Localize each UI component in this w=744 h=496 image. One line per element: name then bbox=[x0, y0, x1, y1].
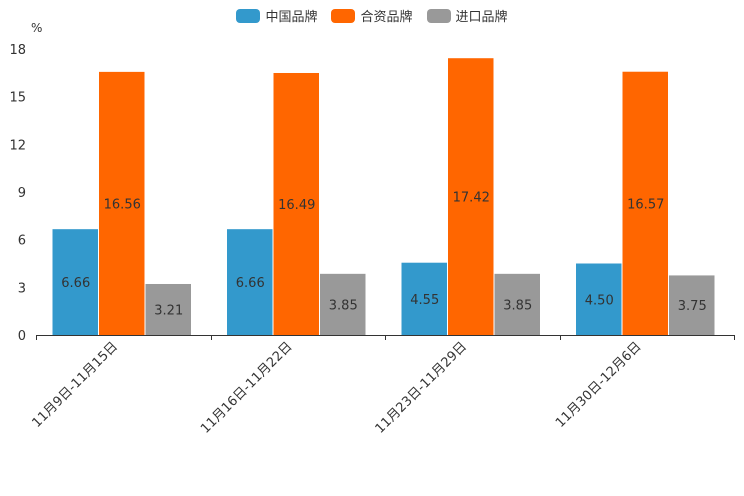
legend-item-import-brand[interactable]: 进口品牌 bbox=[426, 6, 508, 25]
legend-label-import-brand: 进口品牌 bbox=[455, 10, 508, 25]
y-tick-label: 6 bbox=[18, 234, 26, 249]
bar-value-label: 3.75 bbox=[678, 299, 707, 314]
legend: 中国品牌 合资品牌 进口品牌 bbox=[0, 6, 744, 25]
bar-value-label: 16.49 bbox=[278, 198, 315, 213]
y-tick-label: 0 bbox=[18, 329, 26, 344]
y-tick-label: 3 bbox=[18, 281, 26, 296]
x-tick-label: 11月23日-11月29日 bbox=[373, 339, 470, 436]
y-tick-label: 18 bbox=[9, 43, 26, 58]
bar bbox=[622, 71, 668, 336]
bar-value-label: 17.42 bbox=[453, 191, 490, 206]
bar bbox=[227, 229, 273, 335]
bar bbox=[52, 229, 98, 335]
bar bbox=[494, 273, 540, 335]
bar-value-label: 4.50 bbox=[585, 293, 614, 308]
x-tick-label: 11月16日-11月22日 bbox=[198, 339, 295, 436]
bar-value-label: 3.85 bbox=[503, 298, 532, 313]
x-tick-label: 11月9日-11月15日 bbox=[29, 339, 121, 431]
bar bbox=[320, 273, 366, 335]
bar-value-label: 6.66 bbox=[236, 276, 265, 291]
bar-value-label: 3.85 bbox=[329, 298, 358, 313]
bar-value-label: 4.55 bbox=[410, 293, 439, 308]
legend-item-china-brand[interactable]: 中国品牌 bbox=[236, 6, 317, 25]
bar bbox=[273, 72, 319, 336]
legend-label-joint-venture-brand: 合资品牌 bbox=[360, 10, 413, 25]
y-tick-label: 9 bbox=[18, 186, 26, 201]
x-tick-label: 11月30日-12月6日 bbox=[553, 339, 645, 431]
bar bbox=[448, 58, 494, 336]
legend-swatch-joint-venture-brand bbox=[331, 8, 356, 23]
bar-value-label: 16.56 bbox=[104, 197, 141, 212]
bar bbox=[401, 262, 447, 335]
bar-value-label: 3.21 bbox=[154, 303, 183, 318]
bar-value-label: 16.57 bbox=[627, 197, 664, 212]
legend-swatch-china-brand bbox=[236, 8, 261, 23]
legend-label-china-brand: 中国品牌 bbox=[265, 10, 318, 25]
legend-item-joint-venture-brand[interactable]: 合资品牌 bbox=[331, 6, 413, 25]
bar bbox=[99, 71, 145, 335]
bar bbox=[145, 283, 191, 335]
bar bbox=[669, 275, 715, 335]
y-tick-label: 12 bbox=[9, 138, 26, 153]
y-axis-unit: % bbox=[31, 21, 43, 35]
y-tick-label: 15 bbox=[9, 91, 26, 106]
legend-swatch-import-brand bbox=[426, 8, 451, 23]
bar bbox=[576, 263, 622, 335]
bar-value-label: 6.66 bbox=[61, 276, 90, 291]
